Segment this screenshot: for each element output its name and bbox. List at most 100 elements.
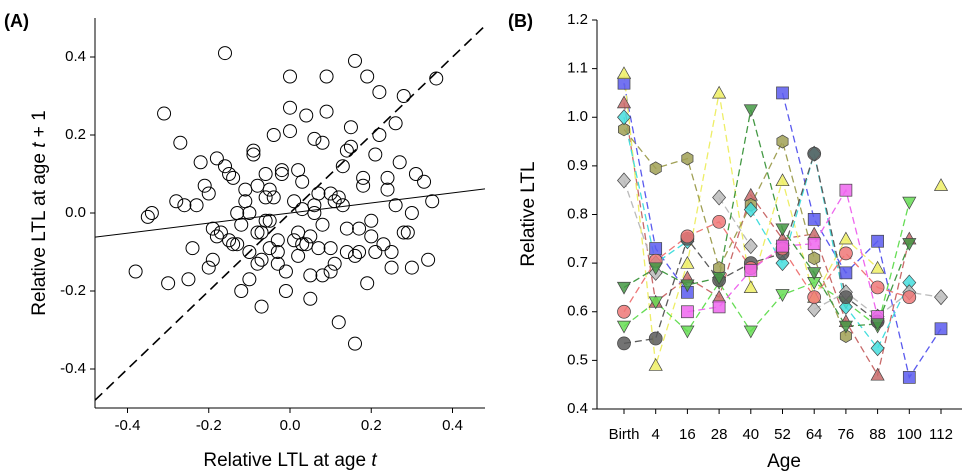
point [270, 256, 285, 271]
x-tick-label: 4 [652, 426, 660, 443]
point [352, 245, 367, 259]
point [323, 186, 338, 201]
point [197, 178, 212, 193]
x-tick-label: -0.2 [196, 417, 222, 434]
marker [743, 325, 758, 339]
marker [839, 329, 852, 343]
x-tick-label: 0.2 [361, 417, 382, 434]
point [226, 237, 241, 252]
marker [807, 237, 821, 251]
point [299, 237, 314, 252]
point [392, 155, 407, 170]
point [238, 194, 253, 209]
point [246, 147, 261, 162]
y-tick-label: 0.5 [567, 351, 588, 368]
marker [712, 214, 726, 229]
marker [648, 331, 663, 346]
point [376, 237, 391, 252]
y-tick-label: 0.2 [65, 126, 86, 143]
point [193, 155, 208, 170]
point [157, 106, 172, 121]
point [246, 143, 261, 158]
label-text: Relative LTL at age [29, 148, 50, 316]
point [230, 206, 245, 220]
marker [775, 289, 790, 302]
point [283, 100, 297, 115]
point [319, 69, 334, 84]
point [343, 139, 358, 154]
series-markers [617, 214, 917, 319]
marker [743, 280, 758, 293]
point [270, 233, 285, 248]
point [348, 248, 362, 263]
y-tick-label: -0.2 [60, 282, 86, 299]
marker [839, 183, 853, 197]
point [388, 116, 403, 131]
point [258, 190, 273, 205]
point [270, 245, 285, 259]
point [388, 198, 403, 213]
point [242, 272, 257, 287]
point [360, 276, 375, 291]
point [400, 225, 415, 240]
marker [648, 262, 663, 276]
point [331, 190, 346, 205]
point [396, 225, 411, 240]
point [356, 170, 371, 185]
marker [807, 301, 822, 318]
point [218, 159, 232, 174]
marker [616, 281, 632, 295]
marker [870, 340, 885, 357]
x-tick-label: 100 [897, 426, 922, 443]
x-tick-label: 112 [929, 426, 953, 443]
marker [808, 251, 821, 266]
point [295, 174, 310, 189]
point [254, 299, 269, 314]
point [356, 178, 371, 193]
y-tick-label: 1.0 [567, 108, 588, 125]
point [311, 186, 326, 201]
x-tick-label: 52 [774, 426, 791, 443]
point [364, 213, 379, 228]
marker [839, 246, 853, 261]
point [408, 167, 423, 181]
point [396, 89, 411, 103]
marker [648, 296, 663, 310]
marker [839, 266, 853, 280]
series-markers [616, 66, 949, 371]
marker [617, 172, 631, 189]
marker [712, 85, 727, 99]
point [315, 135, 330, 150]
point [242, 206, 257, 220]
point [144, 206, 159, 220]
point [222, 167, 237, 181]
point [201, 186, 216, 201]
point [380, 182, 395, 197]
marker [648, 358, 663, 371]
point [339, 221, 354, 236]
point [360, 69, 375, 84]
y-tick-label: 0.6 [567, 303, 588, 320]
marker [617, 336, 631, 351]
point [169, 194, 184, 209]
point [209, 229, 224, 244]
point [404, 260, 419, 275]
point [339, 245, 354, 259]
marker [775, 173, 790, 187]
marker [934, 289, 948, 306]
point [242, 245, 257, 259]
marker [680, 255, 695, 269]
point [372, 128, 387, 142]
point [299, 108, 314, 123]
marker [776, 239, 789, 253]
marker [870, 280, 885, 295]
point [254, 252, 269, 267]
point [230, 237, 245, 252]
marker [712, 300, 726, 314]
point [327, 256, 342, 271]
point [348, 53, 362, 68]
marker [681, 151, 694, 166]
point [429, 71, 444, 86]
marker [743, 201, 758, 218]
marker [902, 196, 917, 210]
